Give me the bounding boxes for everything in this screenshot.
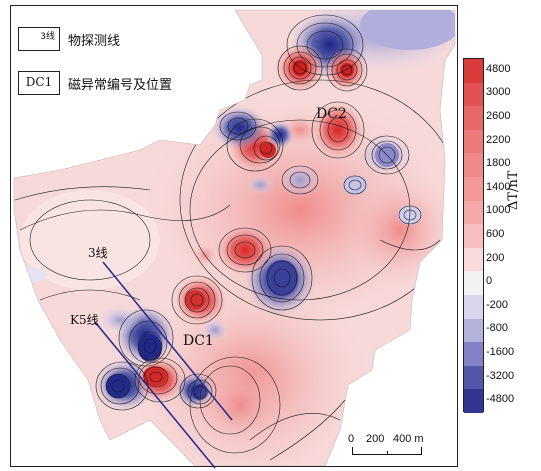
anomaly-symbol: DC1: [18, 71, 60, 95]
colorbar-cell: [464, 106, 483, 131]
colorbar-tick-label: 200: [486, 251, 505, 264]
colorbar-cell: [464, 153, 483, 178]
colorbar-cell: [464, 177, 483, 202]
anomaly-symbol-text: DC1: [25, 75, 53, 89]
legend: 3线 物探测线 DC1 磁异常编号及位置: [18, 22, 198, 108]
survey-line-symbol: 3线: [18, 27, 60, 51]
map-frame: [10, 5, 458, 467]
colorbar-tick-label: -800: [486, 322, 509, 335]
colorbar-title: ΔT/nT: [506, 170, 521, 210]
colorbar-cell: [464, 129, 483, 154]
scale-label-400: 400 m: [393, 433, 424, 445]
colorbar-tick-label: -1600: [486, 346, 515, 358]
contour-lines: [14, 14, 455, 461]
colorbar-cell: [464, 271, 483, 296]
colorbar-tick-label: 4800: [486, 62, 511, 75]
colorbar-tick-label: -200: [486, 298, 509, 311]
colorbar-tick-label: 2200: [486, 133, 511, 146]
anomaly-label: 磁异常编号及位置: [68, 77, 173, 93]
colorbar-tick-label: 1400: [486, 180, 511, 193]
colorbar-cell: [464, 247, 483, 272]
survey-line-label: 物探测线: [68, 33, 121, 49]
colorbar-tick-label: 2600: [486, 110, 511, 122]
anomaly-label-dc1: DC1: [183, 333, 214, 349]
colorbar-tick-label: 0: [486, 275, 493, 288]
colorbar-tick-label: 3000: [486, 86, 511, 99]
scale-label-0: 0: [348, 433, 355, 445]
colorbar-cell: [464, 82, 483, 107]
survey-area-boundary: [13, 9, 456, 467]
colorbar-cell: [464, 318, 483, 343]
colorbar-cell: [464, 342, 483, 367]
survey-line-k5: [94, 321, 216, 469]
survey-line-label-k5: K5线: [70, 313, 99, 327]
colorbar-cell: [464, 365, 483, 390]
scale-bar-mid-tick: [387, 451, 388, 455]
colorbar-tick-label: 1800: [486, 157, 511, 170]
survey-line-3: [102, 261, 233, 421]
anomaly-label-dc2: DC2: [316, 106, 347, 122]
colorbar-cell: [464, 224, 483, 249]
colorbar-cell: [464, 295, 483, 320]
colorbar-tick-label: -3200: [486, 369, 515, 382]
colorbar-cell: [464, 200, 483, 225]
colorbar-cell: [464, 389, 483, 414]
survey-line-symbol-text: 3线: [40, 32, 55, 42]
legend-item-survey-line: 3线 物探测线: [18, 26, 120, 52]
colorbar-tick-label: -4800: [486, 393, 515, 406]
survey-line-label-3: 3线: [88, 246, 108, 260]
colorbar-tick-label: 1000: [486, 204, 511, 217]
colorbar-cell: [464, 59, 483, 84]
colorbar: [463, 58, 484, 414]
legend-item-anomaly: DC1 磁异常编号及位置: [18, 70, 172, 96]
colorbar-tick-label: 600: [486, 228, 505, 240]
scale-label-200: 200: [366, 433, 385, 445]
